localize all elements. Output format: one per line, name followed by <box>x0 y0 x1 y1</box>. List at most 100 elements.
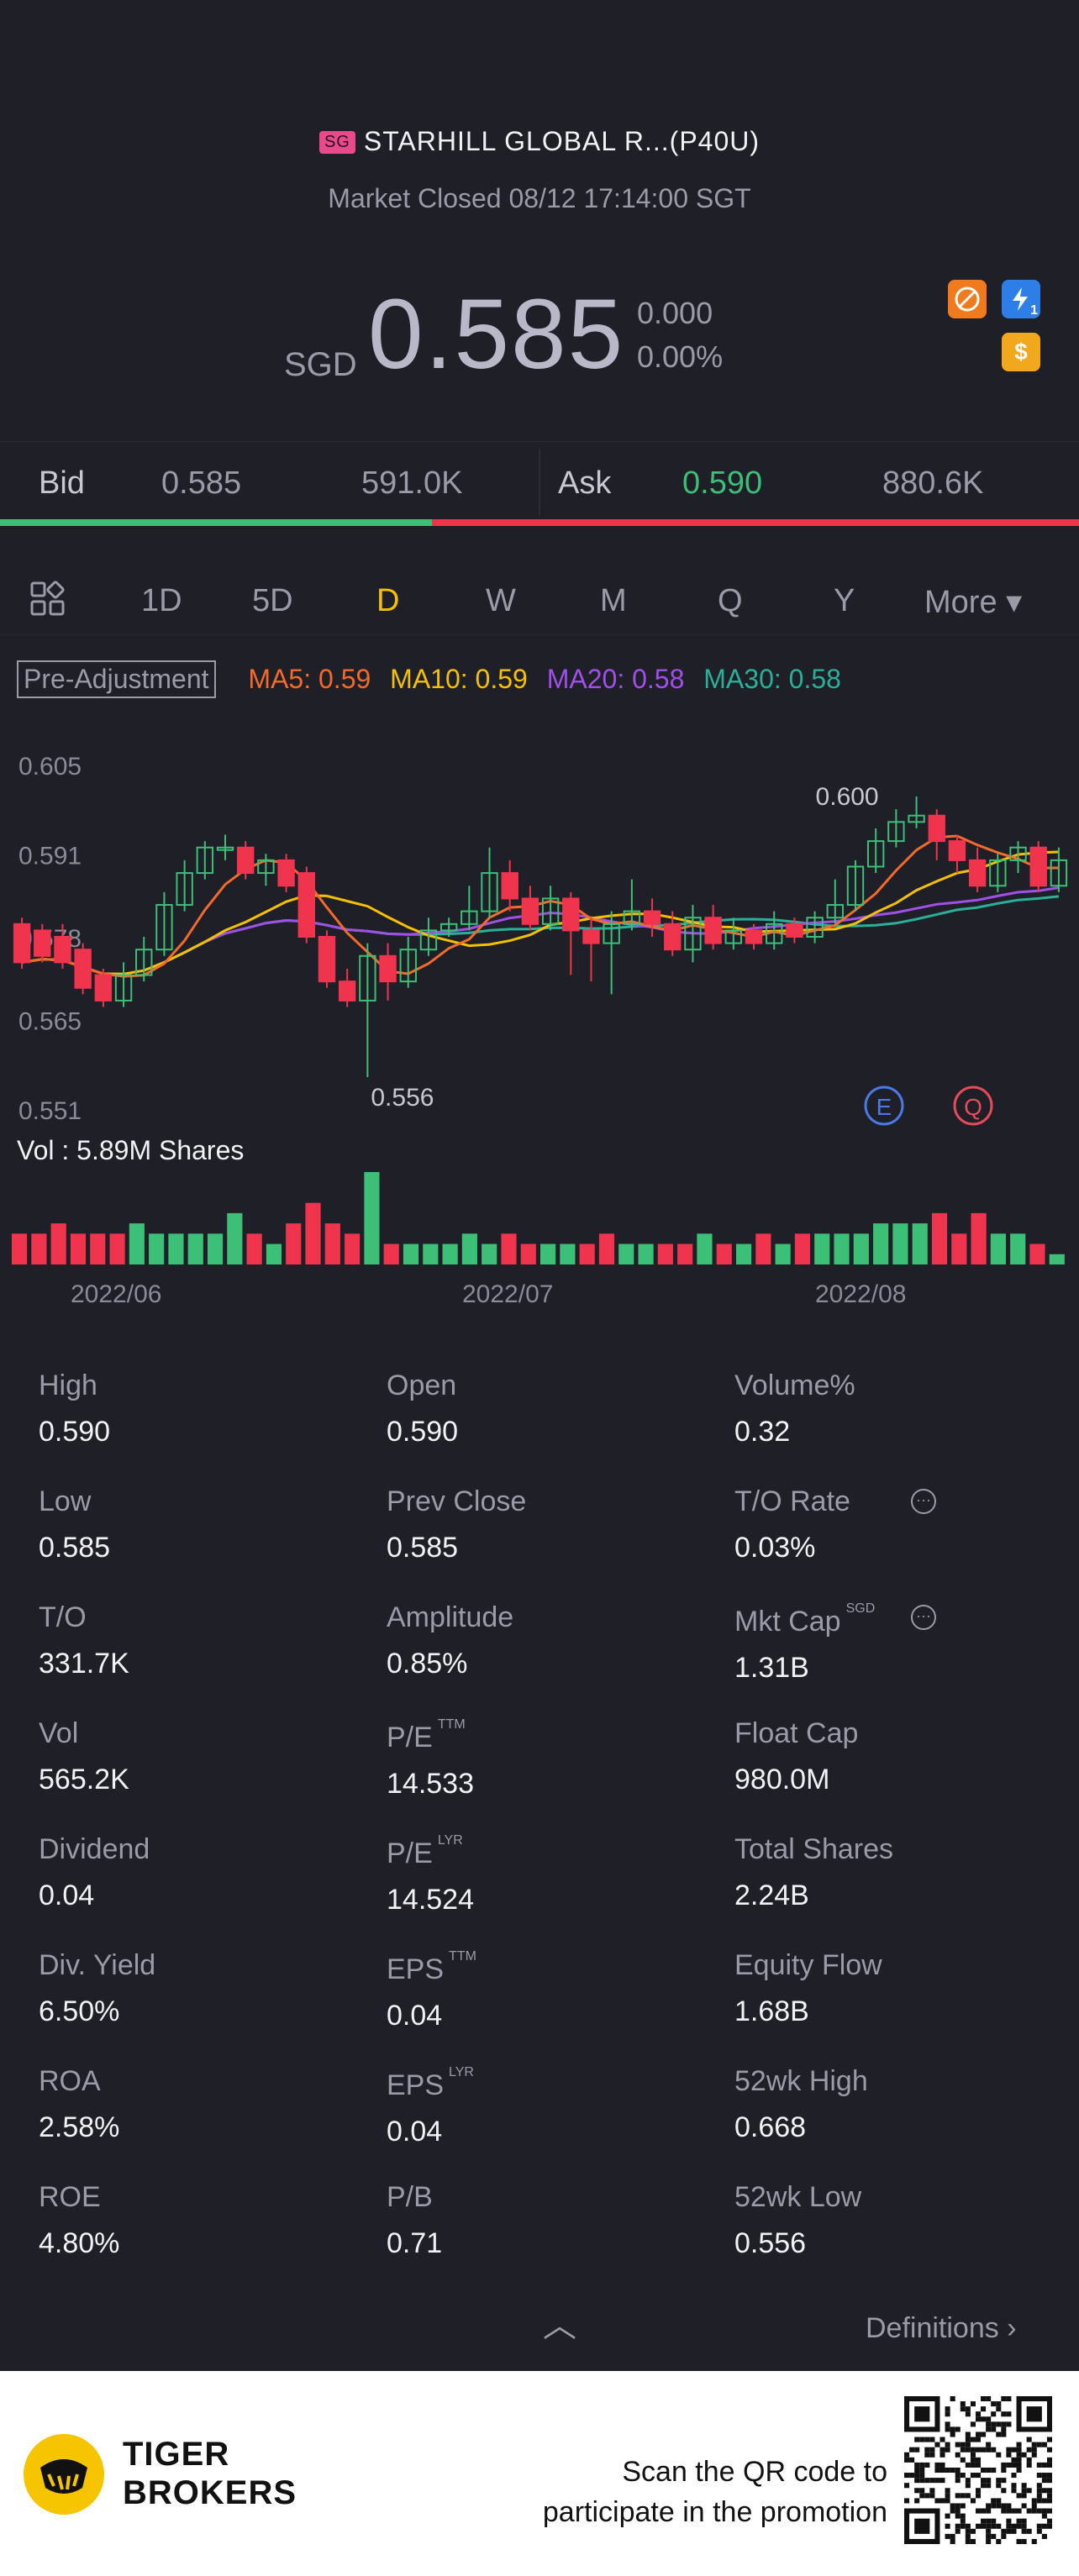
stat-label: Dividend <box>39 1833 358 1866</box>
stat-label-text: Amplitude <box>387 1601 514 1633</box>
volume-bar <box>187 1233 203 1264</box>
volume-bar <box>482 1243 497 1264</box>
stat-item: Prev Close 0.585 <box>387 1485 706 1564</box>
candle-body <box>176 872 193 907</box>
candle-body <box>704 917 722 944</box>
stat-value: 0.04 <box>39 1879 95 1911</box>
collapse-icon[interactable]: ︿ <box>543 2307 576 2344</box>
quote-header: SG STARHILL GLOBAL R...(P40U) Market Clos… <box>0 0 1079 441</box>
volume-label: Vol : 5.89M Shares <box>17 1135 244 1165</box>
volume-bar <box>70 1233 87 1264</box>
volume-bar <box>579 1243 595 1264</box>
stat-label-text: Prev Close <box>387 1485 527 1517</box>
stat-label-text: 52wk High <box>734 2065 868 2097</box>
tab-1d[interactable]: 1D <box>141 583 182 618</box>
candle-body <box>806 917 824 938</box>
volume-bar <box>31 1233 47 1264</box>
stat-value: 0.85% <box>387 1648 468 1680</box>
stat-value: 0.668 <box>734 2111 807 2143</box>
candle-body <box>257 859 275 875</box>
tab-weekly[interactable]: W <box>486 583 516 618</box>
pre-adjustment-toggle[interactable]: Pre-Adjustment <box>17 660 216 698</box>
stat-item: P/E LYR 14.524 <box>387 1833 706 1916</box>
layout-grid-icon[interactable] <box>29 580 67 627</box>
volume-bar <box>168 1233 184 1264</box>
definitions-link[interactable]: Definitions › <box>866 2312 1017 2344</box>
stat-value: 0.32 <box>734 1416 791 1448</box>
ask-price: 0.590 <box>682 465 763 501</box>
volume-bar <box>834 1233 850 1264</box>
event-marker-label: E <box>876 1094 892 1120</box>
candle-body <box>135 949 153 976</box>
volume-bar <box>951 1233 967 1264</box>
bid-ask-divider <box>539 449 540 516</box>
stat-item: Total Shares 2.24B <box>734 1833 1054 1912</box>
volume-bar <box>345 1233 361 1264</box>
scan-line-1: Scan the QR code to <box>622 2456 887 2488</box>
y-tick-label: 0.605 <box>18 753 82 781</box>
stat-label: Div. Yield <box>39 1949 358 1982</box>
stat-item: EPS TTM 0.04 <box>387 1949 706 2032</box>
stat-item: EPS LYR 0.04 <box>387 2065 706 2148</box>
stat-value: 0.556 <box>734 2227 807 2259</box>
stat-item: Dividend 0.04 <box>39 1833 358 1912</box>
stat-label-text: Volume% <box>734 1369 855 1401</box>
candle-body <box>989 859 1007 887</box>
price-change-pct: 0.00% <box>637 339 724 374</box>
y-tick-label: 0.591 <box>18 842 82 870</box>
volume-bar <box>129 1223 145 1264</box>
candle-body <box>928 814 945 843</box>
stat-value: 4.80% <box>39 2227 120 2259</box>
bid-price: 0.585 <box>161 465 242 501</box>
stat-item: ROA 2.58% <box>39 2065 358 2144</box>
no-short-icon[interactable] <box>948 280 987 318</box>
tab-more[interactable]: More ▾ <box>924 585 1023 620</box>
volume-bar <box>520 1243 536 1264</box>
candle-body <box>948 840 966 861</box>
stat-label: Mkt Cap SGD <box>734 1601 1054 1638</box>
volume-bar <box>305 1202 321 1264</box>
stat-value: 1.68B <box>734 1995 809 2027</box>
stock-title: SG STARHILL GLOBAL R...(P40U) <box>0 126 1079 157</box>
tab-5d[interactable]: 5D <box>252 583 293 618</box>
dollar-icon[interactable]: $ <box>1002 333 1040 371</box>
ma10-line <box>21 850 1059 975</box>
candle-body <box>582 929 600 944</box>
stat-label-text: P/E <box>387 1837 433 1869</box>
volume-bar <box>461 1233 477 1264</box>
candle-body <box>1029 846 1047 887</box>
stat-value: 2.24B <box>734 1879 809 1911</box>
stock-name[interactable]: STARHILL GLOBAL R...(P40U) <box>363 126 761 156</box>
stat-value: 331.7K <box>39 1648 129 1680</box>
candle-body <box>318 936 336 983</box>
candle-body <box>541 897 560 925</box>
candle-body <box>724 929 743 944</box>
info-icon[interactable]: ··· <box>911 1489 936 1514</box>
candlestick-chart[interactable]: 0.6050.5910.5780.5650.5510.6000.556EQVol… <box>0 739 1079 1327</box>
tab-monthly[interactable]: M <box>600 583 627 618</box>
stat-label-suffix: TTM <box>449 1949 476 1964</box>
info-icon[interactable]: ··· <box>911 1605 936 1630</box>
scan-line-2: participate in the promotion <box>542 2496 887 2528</box>
stat-label: Open <box>387 1369 706 1402</box>
tab-quarterly[interactable]: Q <box>718 583 743 618</box>
candle-body <box>968 859 987 887</box>
candle-body <box>379 954 397 983</box>
tab-daily[interactable]: D <box>376 583 400 618</box>
stat-label-text: ROE <box>39 2181 101 2213</box>
stat-item: Mkt Cap SGD ··· 1.31B <box>734 1601 1054 1685</box>
candle-body <box>684 917 702 951</box>
bid-strength-bar <box>0 519 432 526</box>
lightning-icon[interactable]: 1 <box>1002 280 1040 318</box>
stat-value: 0.03% <box>734 1532 816 1564</box>
volume-bar <box>598 1233 615 1264</box>
qr-code-icon[interactable] <box>904 2396 1052 2544</box>
brand-line-1: TIGER <box>123 2436 230 2473</box>
stat-label-text: P/E <box>387 1722 433 1753</box>
candle-body <box>277 859 295 887</box>
stat-label: T/O <box>39 1601 358 1634</box>
volume-bar <box>697 1233 713 1264</box>
tab-yearly[interactable]: Y <box>834 583 855 618</box>
stat-value: 0.590 <box>387 1416 459 1448</box>
volume-bar <box>716 1243 732 1264</box>
